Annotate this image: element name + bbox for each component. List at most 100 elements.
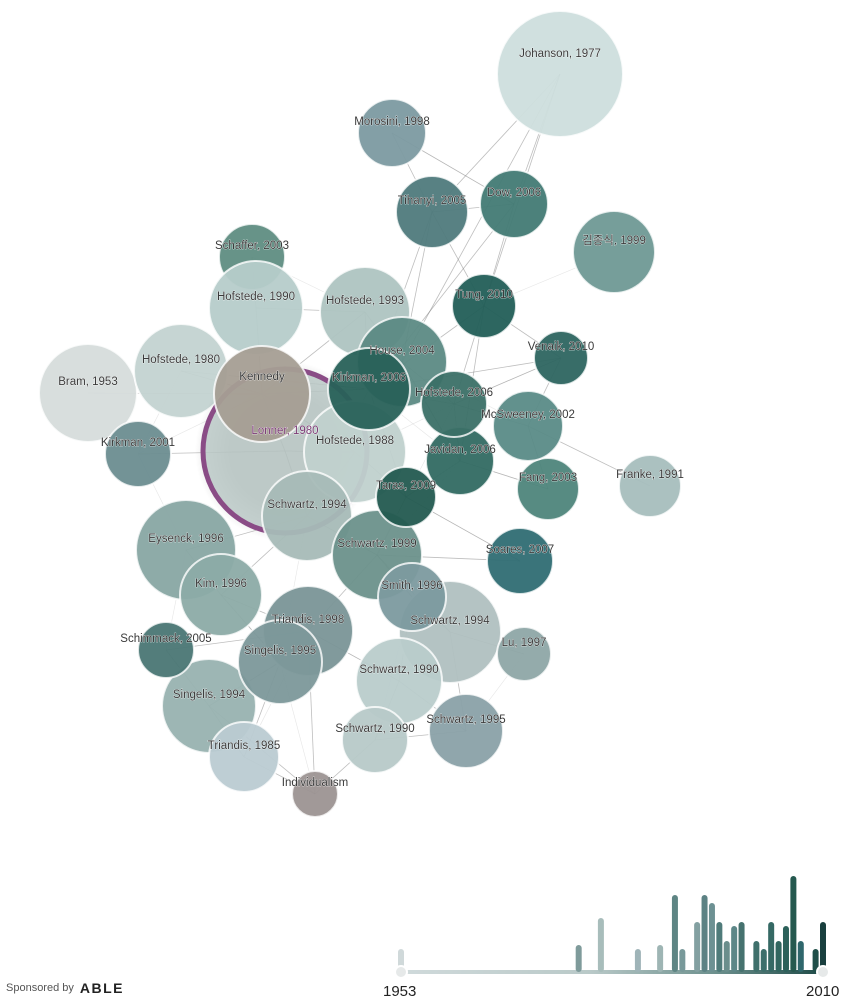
- timeline-bar-1988: [657, 945, 664, 972]
- node-kirkman-2001[interactable]: [104, 420, 172, 488]
- node-venaik-2010[interactable]: [533, 330, 589, 386]
- timeline-bar-1997: [723, 941, 730, 972]
- node-label-taras-2009: Taras, 2009: [376, 480, 436, 492]
- node-label-schimmack-2005: Schimmack, 2005: [120, 633, 211, 645]
- node-schimmack-2005[interactable]: [137, 621, 195, 679]
- node-singelis-1995[interactable]: [237, 619, 323, 705]
- node-schwartz-1995[interactable]: [428, 693, 504, 769]
- node-tung-2010[interactable]: [451, 273, 517, 339]
- node-label-schwartz-1990-b: Schwartz, 1990: [335, 723, 414, 735]
- node-triandis-1985[interactable]: [208, 721, 280, 793]
- node-label-schwartz-1994-a: Schwartz, 1994: [267, 499, 347, 511]
- node-label-hofstede-1993: Hofstede, 1993: [326, 295, 404, 307]
- node-kim-1996[interactable]: [179, 553, 263, 637]
- node-kennedy[interactable]: [213, 345, 311, 443]
- node-hofstede-2006[interactable]: [420, 370, 488, 438]
- node-label-tung-2010: Tung, 2010: [455, 289, 513, 301]
- node-label-smith-1996: Smith, 1996: [381, 580, 442, 592]
- node-label-triandis-1985: Triandis, 1985: [208, 740, 280, 752]
- timeline-bar-2006: [790, 876, 797, 972]
- node-label-individualism: Individualism: [282, 777, 348, 789]
- timeline-bar-2005: [782, 926, 789, 972]
- node-tihanyi-2005[interactable]: [395, 175, 469, 249]
- node-label-hofstede-1990: Hofstede, 1990: [217, 291, 295, 303]
- node-smith-1996[interactable]: [377, 562, 447, 632]
- node-label-lonner-1980: Lonner, 1980: [251, 425, 318, 437]
- node-label-johanson-1977: Johanson, 1977: [519, 48, 601, 60]
- timeline-bar-1990: [671, 895, 678, 972]
- timeline-bar-2004: [775, 941, 782, 972]
- timeline-start-year: 1953: [383, 983, 417, 1000]
- node-label-mcsweeney-2002: McSweeney, 2002: [481, 409, 575, 421]
- node-label-eysenck-1996: Eysenck, 1996: [148, 533, 223, 545]
- node-lu-1997[interactable]: [496, 626, 552, 682]
- timeline-bar-1991: [679, 949, 686, 972]
- node-label-kim-1996: Kim, 1996: [195, 578, 247, 590]
- node-label-hofstede-1988: Hofstede, 1988: [316, 435, 394, 447]
- node-schwartz-1990-b[interactable]: [341, 706, 409, 774]
- timeline-bar-1985: [634, 949, 641, 972]
- node-label-house-2004: House, 2004: [369, 345, 435, 357]
- node-johanson-1977[interactable]: [496, 10, 624, 138]
- sponsor-text: Sponsored by: [6, 982, 74, 994]
- node-label-morosini-1998: Morosini, 1998: [354, 116, 429, 128]
- timeline-bar-2009: [812, 949, 819, 972]
- timeline-track[interactable]: [401, 970, 823, 974]
- node-dow-2006[interactable]: [479, 169, 549, 239]
- timeline-bar-1996: [716, 922, 723, 972]
- node-label-schwartz-1994-b: Schwartz, 1994: [410, 615, 490, 627]
- node-label-tihanyi-2005: Tihanyi, 2005: [398, 195, 467, 207]
- node-label-schwartz-1990-a: Schwartz, 1990: [359, 664, 438, 676]
- timeline-end-handle[interactable]: [816, 965, 830, 979]
- node-label-schaffer-2003: Schaffer, 2003: [215, 240, 289, 252]
- year-timeline[interactable]: [394, 876, 830, 979]
- timeline-bar-2002: [760, 949, 767, 972]
- node-label-soares-2007: Soares, 2007: [486, 544, 554, 556]
- node-soares-2007[interactable]: [486, 527, 554, 595]
- timeline-bar-1980: [597, 918, 604, 972]
- timeline-bar-1993: [694, 922, 701, 972]
- timeline-start-handle[interactable]: [394, 965, 408, 979]
- node-fang-2003[interactable]: [516, 457, 580, 521]
- node-individualism[interactable]: [291, 770, 339, 818]
- node-label-venaik-2010: Venaik, 2010: [528, 341, 595, 353]
- able-logo[interactable]: ABLE: [79, 980, 125, 996]
- node-label-lu-1997: Lu, 1997: [502, 637, 547, 649]
- node-label-kirkman-2006: Kirkman, 2006: [332, 372, 406, 384]
- node-label-dow-2006: Dow, 2006: [487, 187, 541, 199]
- node-franke-1991[interactable]: [618, 454, 682, 518]
- timeline-bar-1998: [731, 926, 738, 972]
- timeline-bar-1977: [575, 945, 582, 972]
- node-label-kennedy: Kennedy: [239, 371, 285, 383]
- node-label-franke-1991: Franke, 1991: [616, 469, 684, 481]
- node-label-kim-jongsik-1999: 김종식, 1999: [582, 234, 646, 247]
- node-label-singelis-1995: Singelis, 1995: [244, 645, 316, 657]
- timeline-bar-1999: [738, 922, 745, 972]
- timeline-bar-1994: [701, 895, 708, 972]
- node-kim-jongsik-1999[interactable]: [572, 210, 656, 294]
- node-bram-1953[interactable]: [38, 343, 138, 443]
- sponsor-credit: Sponsored by ABLE: [6, 980, 124, 996]
- node-label-hofstede-1980: Hofstede, 1980: [142, 354, 220, 366]
- timeline-bar-1995: [708, 903, 715, 972]
- timeline-bar-2003: [768, 922, 775, 972]
- node-taras-2009[interactable]: [375, 466, 437, 528]
- node-label-bram-1953: Bram, 1953: [58, 376, 117, 388]
- node-label-hofstede-2006: Hofstede, 2006: [415, 387, 493, 399]
- node-morosini-1998[interactable]: [357, 98, 427, 168]
- node-label-kirkman-2001: Kirkman, 2001: [101, 437, 175, 449]
- node-label-fang-2003: Fang, 2003: [519, 472, 577, 484]
- timeline-bar-2010: [820, 922, 826, 972]
- node-mcsweeney-2002[interactable]: [492, 390, 564, 462]
- node-label-singelis-1994: Singelis, 1994: [173, 689, 246, 701]
- node-kirkman-2006[interactable]: [327, 347, 411, 431]
- timeline-bar-2007: [797, 941, 804, 972]
- node-hofstede-1990[interactable]: [208, 260, 304, 356]
- node-schwartz-1994-a[interactable]: [261, 470, 353, 562]
- node-label-triandis-1998: Triandis, 1998: [272, 614, 344, 626]
- node-layer[interactable]: [38, 10, 682, 818]
- timeline-end-year: 2010: [806, 983, 840, 1000]
- node-label-schwartz-1995: Schwartz, 1995: [426, 714, 505, 726]
- timeline-bar-2001: [753, 941, 760, 972]
